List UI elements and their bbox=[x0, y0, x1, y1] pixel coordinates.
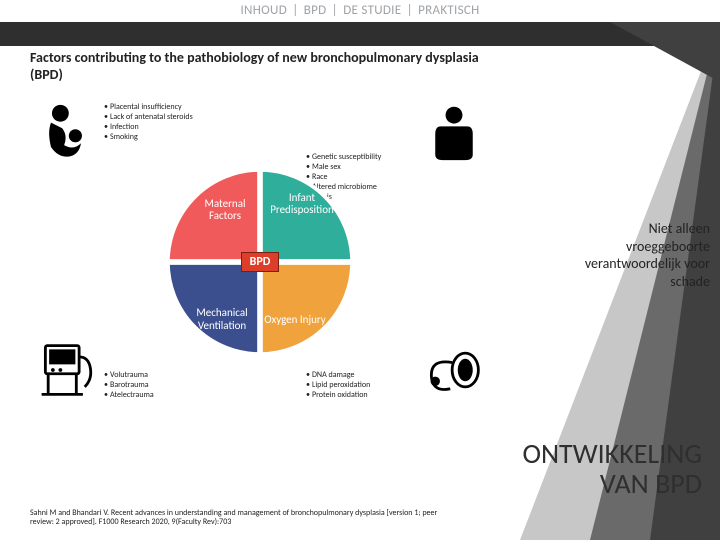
breadcrumb: INHOUD | BPD | DE STUDIE | PRAKTISCH bbox=[238, 3, 481, 18]
pie-label-ventilation: Mechanical Ventilation bbox=[182, 307, 262, 331]
maternal-factor-list: Placental insufficiency Lack of antenata… bbox=[104, 102, 214, 142]
ventilation-factor-list: Volutrauma Barotrauma Atelectrauma bbox=[104, 370, 214, 400]
pie-label-oxygen: Oxygen Injury bbox=[260, 314, 330, 326]
slide-title: ONTWIKKELING VAN BPD bbox=[442, 439, 702, 498]
pie-label-infant: Infant Predisposition bbox=[262, 192, 342, 216]
infant-icon bbox=[424, 102, 484, 162]
citation-footer: Sahni M and Bhandari V. Recent advances … bbox=[30, 509, 460, 528]
oxygen-factor-list: DNA damage Lipid peroxidation Protein ox… bbox=[306, 370, 416, 400]
oxygen-mask-icon bbox=[424, 340, 484, 400]
bpd-factor-diagram: Placental insufficiency Lack of antenata… bbox=[30, 96, 490, 406]
factors-pie: Maternal Factors Infant Predisposition M… bbox=[166, 168, 354, 356]
bpd-center-label: BPD bbox=[241, 252, 279, 272]
breastfeeding-icon bbox=[36, 102, 96, 162]
figure-title: Factors contributing to the pathobiology… bbox=[30, 50, 500, 84]
pie-label-maternal: Maternal Factors bbox=[190, 198, 260, 222]
side-caption: Niet alleen vroeggeboorte verantwoordeli… bbox=[540, 220, 710, 290]
ventilator-icon bbox=[36, 340, 96, 400]
